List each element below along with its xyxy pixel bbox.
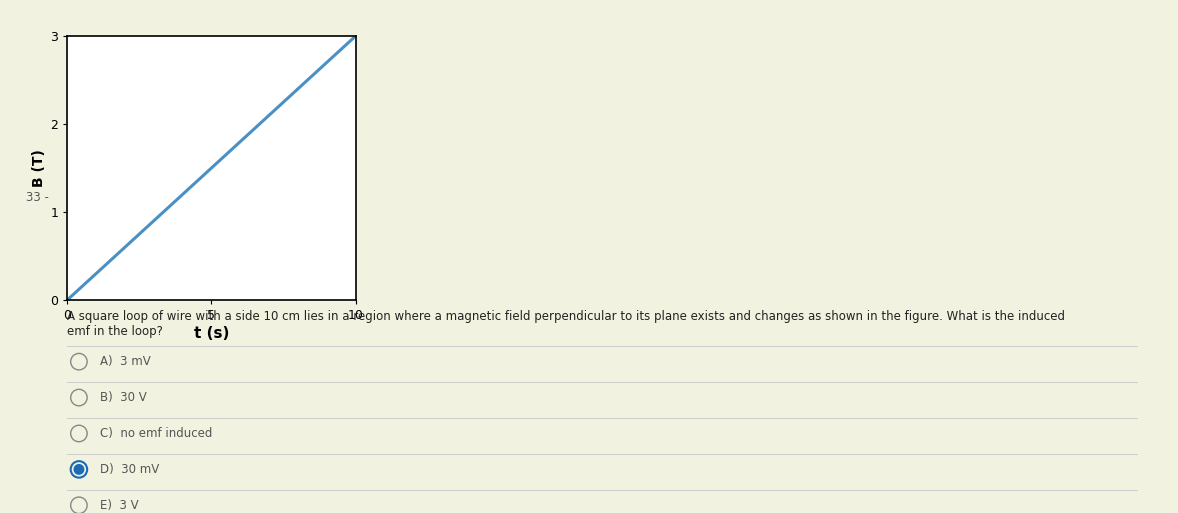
Text: C)  no emf induced: C) no emf induced — [100, 427, 212, 440]
Text: E)  3 V: E) 3 V — [100, 499, 139, 512]
X-axis label: t (s): t (s) — [193, 326, 230, 341]
Text: A square loop of wire with a side 10 cm lies in a region where a magnetic field : A square loop of wire with a side 10 cm … — [67, 310, 1065, 339]
Text: D)  30 mV: D) 30 mV — [100, 463, 159, 476]
Text: B)  30 V: B) 30 V — [100, 391, 147, 404]
Y-axis label: B (T): B (T) — [32, 149, 46, 187]
Text: 33 -: 33 - — [26, 191, 48, 204]
Text: A)  3 mV: A) 3 mV — [100, 355, 151, 368]
